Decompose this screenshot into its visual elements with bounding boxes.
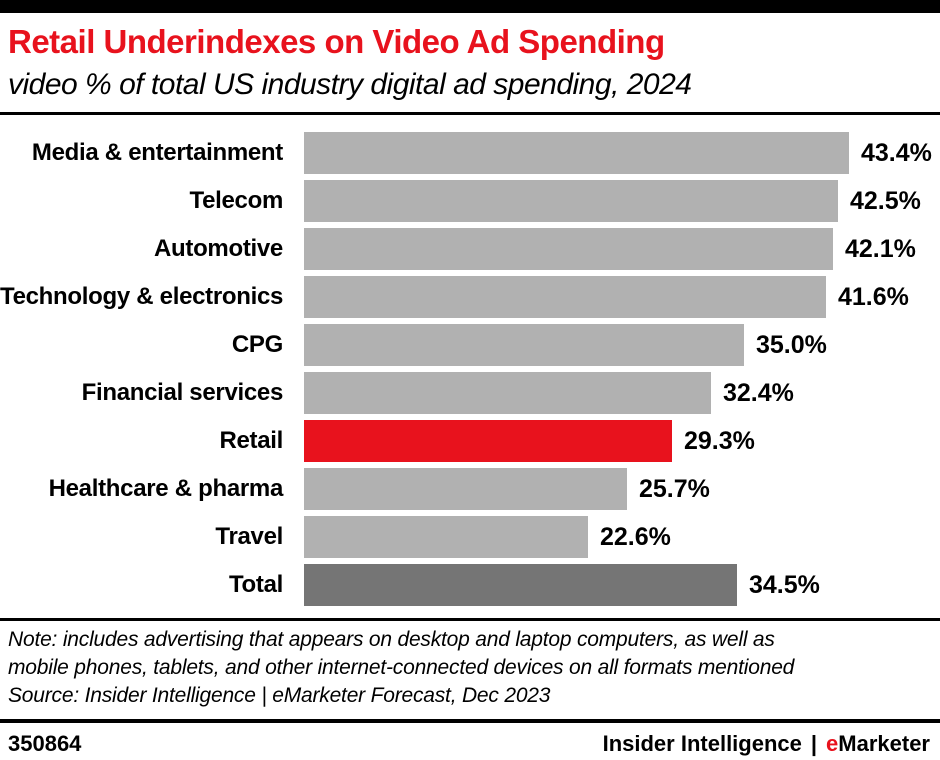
bar xyxy=(304,276,826,318)
bar xyxy=(304,228,833,270)
value-label: 41.6% xyxy=(838,282,909,311)
category-label: Automotive xyxy=(153,235,283,262)
source-line: Source: Insider Intelligence | eMarketer… xyxy=(8,684,551,707)
value-label: 42.5% xyxy=(850,186,921,215)
bar xyxy=(304,564,737,606)
bar-row: Media & entertainment 43.4% xyxy=(0,129,940,177)
value-label: 32.4% xyxy=(723,378,794,407)
category-label: Media & entertainment xyxy=(31,139,283,166)
category-label: Technology & electronics xyxy=(0,283,284,310)
bar-row: Retail 29.3% xyxy=(0,417,940,465)
bar xyxy=(304,132,849,174)
bar xyxy=(304,372,711,414)
footnote-block: Note: includes advertising that appears … xyxy=(0,621,940,723)
bar-row: Telecom 42.5% xyxy=(0,177,940,225)
value-label: 22.6% xyxy=(600,522,671,551)
bar xyxy=(304,516,588,558)
chart-header: Retail Underindexes on Video Ad Spending… xyxy=(0,13,940,115)
brand-lockup: Insider Intelligence | eMarketer xyxy=(603,731,930,757)
category-label: Travel xyxy=(215,523,283,550)
note-line-2: mobile phones, tablets, and other intern… xyxy=(8,656,795,679)
value-label: 25.7% xyxy=(639,474,710,503)
chart-footer: 350864 Insider Intelligence | eMarketer xyxy=(0,723,940,757)
value-label: 34.5% xyxy=(749,570,820,599)
bar-chart: Media & entertainment 43.4% Telecom 42.5… xyxy=(0,115,940,621)
category-label: Healthcare & pharma xyxy=(48,475,284,502)
brand-emarketer-rest: Marketer xyxy=(838,731,930,756)
chart-title: Retail Underindexes on Video Ad Spending xyxy=(8,23,665,60)
bar xyxy=(304,468,627,510)
bar xyxy=(304,180,838,222)
brand-separator: | xyxy=(810,731,818,756)
chart-subtitle: video % of total US industry digital ad … xyxy=(8,68,692,101)
value-label: 29.3% xyxy=(684,426,755,455)
bar-row: Healthcare & pharma 25.7% xyxy=(0,465,940,513)
category-label: CPG xyxy=(231,331,283,358)
bar-row: Automotive 42.1% xyxy=(0,225,940,273)
bar-row: CPG 35.0% xyxy=(0,321,940,369)
chart-id: 350864 xyxy=(8,731,82,756)
bar-row: Financial services 32.4% xyxy=(0,369,940,417)
bar-row: Technology & electronics 41.6% xyxy=(0,273,940,321)
value-label: 42.1% xyxy=(845,234,916,263)
category-label: Financial services xyxy=(81,379,284,406)
value-label: 35.0% xyxy=(756,330,827,359)
top-black-bar xyxy=(0,0,940,13)
brand-emarketer-accent-e: e xyxy=(826,731,839,756)
bar xyxy=(304,324,744,366)
category-label: Telecom xyxy=(189,187,284,214)
bar-row: Travel 22.6% xyxy=(0,513,940,561)
value-label: 43.4% xyxy=(861,138,932,167)
brand-emarketer: eMarketer xyxy=(826,731,930,756)
bar xyxy=(304,420,672,462)
category-label: Total xyxy=(228,571,283,598)
bar-row: Total 34.5% xyxy=(0,561,940,609)
note-line-1: Note: includes advertising that appears … xyxy=(8,628,775,651)
category-label: Retail xyxy=(219,427,283,454)
brand-insider-intelligence: Insider Intelligence xyxy=(602,731,802,756)
